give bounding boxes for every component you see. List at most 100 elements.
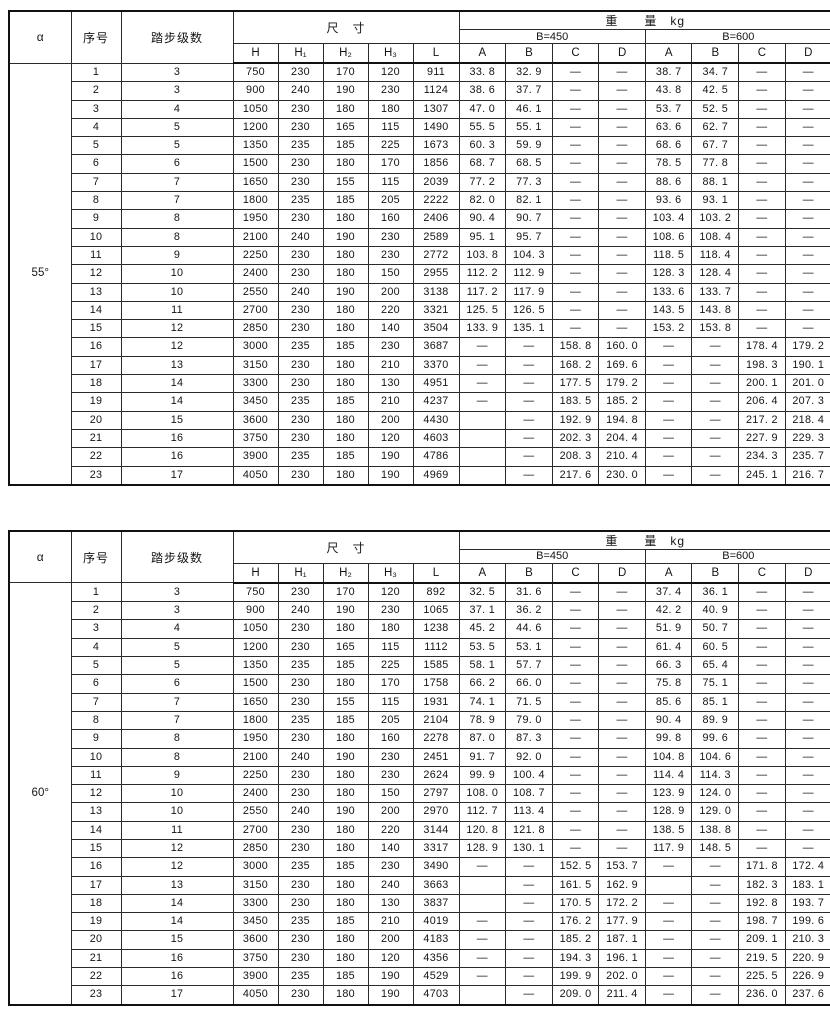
cell: 198. 7	[738, 912, 786, 932]
cell: 190	[322, 747, 369, 767]
cell: —	[784, 619, 830, 639]
cell: —	[738, 264, 786, 284]
cell: 10	[70, 747, 122, 767]
col-header-H2: H₂	[322, 562, 369, 584]
cell: —	[598, 692, 646, 712]
cell: 77. 8	[691, 154, 740, 174]
table-row: 18 14 3300 230 180 130 3837—170. 5 172. 2— —192.…	[9, 893, 830, 914]
cell: 92. 0	[505, 747, 553, 767]
cell: 230	[277, 765, 324, 786]
cell: —	[738, 656, 786, 676]
cell: 190	[322, 227, 369, 247]
cell: —	[598, 710, 646, 731]
cell: 130. 1	[505, 838, 553, 859]
cell: —	[784, 191, 830, 211]
cell: 230	[277, 300, 324, 321]
cell: 1800	[232, 710, 279, 731]
cell: —	[598, 784, 646, 804]
table-row: 4 5 1200 230 165 115 1112 53. 5 53. 1— —61. 4 60. …	[9, 637, 830, 658]
cell: 23	[70, 465, 122, 486]
cell: 3687	[412, 337, 460, 357]
cell: 245. 1	[738, 465, 786, 486]
group-header-dimensions: 尺 寸	[232, 10, 460, 44]
cell: 4529	[412, 967, 460, 987]
cell: 1585	[412, 656, 460, 676]
cell: 4969	[412, 465, 460, 486]
cell: —	[784, 172, 830, 193]
cell: 3490	[412, 857, 460, 877]
cell: 8	[120, 747, 234, 767]
cell: —	[551, 99, 600, 119]
table-row: 14 11 2700 230 180 220 3144 120. 8 121. 8— —138. …	[9, 820, 830, 840]
cell: 2797	[412, 784, 460, 804]
table-row: 5 5 1350 235 185 225 1673 60. 3 59. 9— —68. 6 67. …	[9, 136, 830, 156]
cell: 68. 7	[458, 154, 507, 174]
table-row: 19 14 3450 235 185 210 4237— —183. 5 185. 2— —206…	[9, 392, 830, 412]
cell: 59. 9	[505, 136, 553, 156]
cell: 165	[322, 637, 369, 658]
cell: —	[738, 62, 786, 83]
cell: 3300	[232, 893, 279, 914]
cell: 230	[367, 857, 414, 877]
cell: —	[551, 674, 600, 694]
cell: 10	[120, 784, 234, 804]
cell: —	[458, 374, 507, 394]
cell: —	[784, 136, 830, 156]
cell: 90. 7	[505, 209, 553, 229]
col-header-index: 序号	[70, 530, 122, 584]
cell: —	[505, 465, 553, 486]
cell: —	[598, 802, 646, 822]
cell: 230	[367, 245, 414, 266]
cell: 12	[70, 264, 122, 284]
cell: —	[691, 893, 740, 914]
cell: 240	[277, 227, 324, 247]
cell: 47. 0	[458, 99, 507, 119]
cell: 52. 5	[691, 99, 740, 119]
cell: 34. 7	[691, 62, 740, 83]
col-header-H3: H₃	[367, 562, 414, 584]
cell: 14	[70, 300, 122, 321]
cell: 37. 4	[644, 582, 693, 603]
cell: 153. 7	[598, 857, 646, 877]
cell: 230	[277, 582, 324, 603]
cell: 230	[277, 985, 324, 1006]
cell: —	[644, 410, 693, 430]
cell: —	[691, 337, 740, 357]
cell: 180	[322, 674, 369, 694]
cell: 120	[367, 428, 414, 449]
cell: 108. 7	[505, 784, 553, 804]
cell: 1350	[232, 656, 279, 676]
cell: 230	[277, 172, 324, 193]
cell: 7	[70, 172, 122, 193]
cell: 4050	[232, 985, 279, 1006]
cell: 200	[367, 410, 414, 430]
cell: —	[691, 930, 740, 950]
cell: 1200	[232, 637, 279, 658]
cell: 143. 8	[691, 300, 740, 321]
cell: 74. 1	[458, 692, 507, 712]
cell: 180	[322, 410, 369, 430]
cell: 185	[322, 337, 369, 357]
cell: 185	[322, 857, 369, 877]
cell: 230	[367, 747, 414, 767]
cell: 108. 0	[458, 784, 507, 804]
cell: 209. 1	[738, 930, 786, 950]
cell: 225	[367, 136, 414, 156]
cell: 115	[367, 692, 414, 712]
cell: —	[691, 948, 740, 969]
cell: 190	[322, 802, 369, 822]
table-row: 23 17 4050 230 180 190 4969—217. 6 230. 0— —245.…	[9, 465, 830, 486]
cell: 44. 6	[505, 619, 553, 639]
cell: 88. 1	[691, 172, 740, 193]
cell: —	[551, 820, 600, 840]
cell: 230	[367, 765, 414, 786]
cell: —	[551, 136, 600, 156]
cell	[458, 410, 507, 430]
cell: —	[738, 282, 786, 302]
cell: 18	[70, 374, 122, 394]
cell: —	[505, 410, 553, 430]
cell: 17	[70, 875, 122, 895]
cell: 193. 7	[784, 893, 830, 914]
cell: —	[738, 227, 786, 247]
cell: 108. 4	[691, 227, 740, 247]
